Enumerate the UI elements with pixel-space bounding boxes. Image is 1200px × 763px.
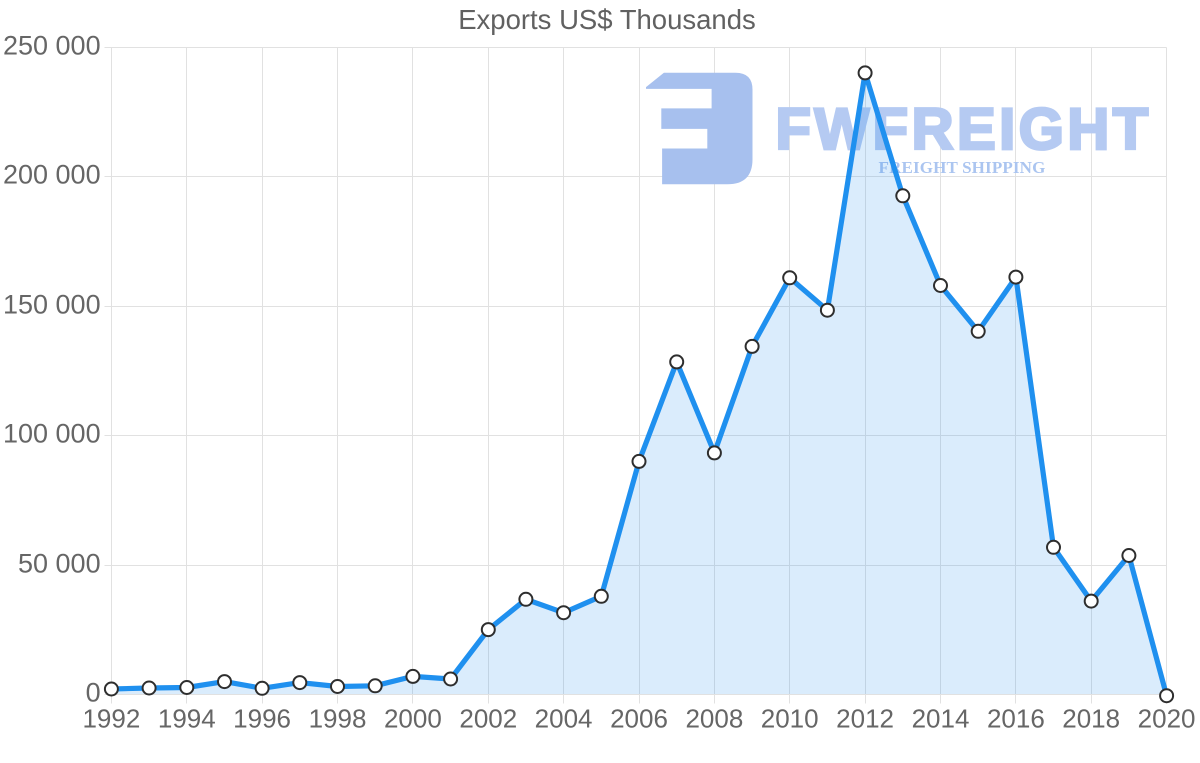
svg-text:2000: 2000 [384, 703, 442, 733]
svg-text:1994: 1994 [158, 703, 216, 733]
svg-text:2014: 2014 [912, 703, 970, 733]
svg-text:2006: 2006 [610, 703, 668, 733]
svg-text:2002: 2002 [459, 703, 517, 733]
svg-text:0: 0 [86, 678, 101, 708]
svg-text:Exports US$ Thousands: Exports US$ Thousands [458, 4, 756, 35]
svg-text:100 000: 100 000 [3, 419, 101, 449]
svg-text:1992: 1992 [82, 703, 140, 733]
svg-text:2012: 2012 [836, 703, 894, 733]
svg-text:250 000: 250 000 [3, 31, 101, 61]
svg-text:2016: 2016 [987, 703, 1045, 733]
svg-text:2020: 2020 [1138, 703, 1196, 733]
svg-text:2010: 2010 [761, 703, 819, 733]
svg-text:FWFREIGHT: FWFREIGHT [776, 97, 1152, 162]
svg-text:200 000: 200 000 [3, 160, 101, 190]
svg-text:2018: 2018 [1062, 703, 1120, 733]
svg-text:2004: 2004 [535, 703, 593, 733]
svg-text:FREIGHT SHIPPING: FREIGHT SHIPPING [879, 158, 1046, 177]
svg-text:150 000: 150 000 [3, 290, 101, 320]
svg-text:1998: 1998 [309, 703, 367, 733]
svg-text:2008: 2008 [685, 703, 743, 733]
svg-text:50 000: 50 000 [18, 549, 101, 579]
svg-text:1996: 1996 [233, 703, 291, 733]
